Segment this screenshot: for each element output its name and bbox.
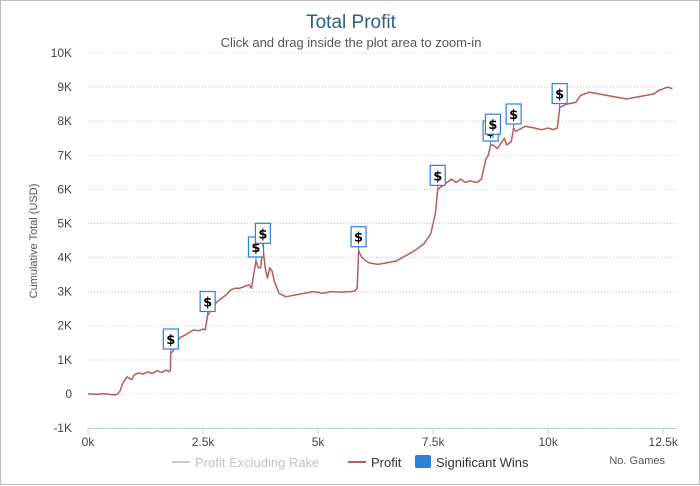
y-tick-label: 4K: [57, 251, 72, 265]
x-tick-label: 12.5k: [649, 435, 679, 449]
x-axis-title: No. Games: [609, 455, 665, 467]
significant-wins-layer: $$$$$$$$$$: [162, 82, 568, 353]
y-tick-label: 8K: [57, 114, 72, 128]
flag-label: $: [166, 333, 175, 348]
x-axis-ticks: 0k 2.5k 5k 7.5k 10k 12.5k: [82, 428, 679, 449]
significant-win-flag[interactable]: $: [505, 103, 522, 128]
flag-label: $: [488, 118, 497, 133]
y-tick-label: 1K: [57, 353, 72, 367]
y-tick-label: 3K: [57, 285, 72, 299]
significant-win-flag[interactable]: $: [254, 222, 271, 248]
flag-label: $: [433, 169, 442, 184]
series-layer: [87, 86, 673, 396]
flag-box: [505, 103, 522, 125]
x-tick-label: 10k: [538, 435, 558, 449]
legend-item-profit-excluding-rake[interactable]: Profit Excluding Rake: [172, 455, 319, 470]
grid-lines: [88, 52, 677, 429]
y-axis-title: Cumulative Total (USD): [28, 184, 40, 299]
flag-box: [429, 164, 446, 186]
y-tick-label: 5K: [57, 216, 72, 230]
legend-label-profit-excluding-rake: Profit Excluding Rake: [195, 455, 319, 470]
significant-win-flag[interactable]: $: [350, 226, 367, 251]
y-tick-label: 0: [65, 387, 72, 401]
legend-label-significant-wins: Significant Wins: [436, 455, 529, 470]
flag-label: $: [203, 296, 212, 311]
legend: Profit Excluding Rake Profit Significant…: [172, 455, 529, 470]
y-axis-ticks: -1K 0 1K 2K 3K 4K 5K 6K 7K 8K 9K 10K: [51, 46, 73, 435]
flag-box: [350, 226, 367, 248]
flag-label: $: [555, 88, 564, 103]
x-tick-label: 5k: [312, 435, 326, 449]
flag-label: $: [251, 241, 260, 256]
x-tick-label: 2.5k: [192, 435, 216, 449]
flag-label: $: [354, 231, 363, 246]
flag-box: [551, 82, 568, 105]
flag-box: [162, 328, 179, 350]
flag-label: $: [509, 108, 518, 123]
y-tick-label: 2K: [57, 319, 72, 333]
flag-box: [254, 222, 271, 244]
legend-item-significant-wins[interactable]: Significant Wins: [415, 455, 529, 470]
flag-label: $: [258, 227, 267, 242]
chart-title: Total Profit: [306, 12, 396, 33]
series-line-profit[interactable]: [87, 86, 673, 396]
significant-win-flag[interactable]: $: [551, 82, 568, 108]
y-tick-label: 10K: [51, 46, 72, 60]
significant-win-flag[interactable]: $: [484, 113, 502, 139]
legend-square-icon: [415, 455, 431, 468]
x-tick-label: 7.5k: [422, 435, 446, 449]
y-tick-label: -1K: [53, 421, 72, 435]
significant-win-flag[interactable]: $: [199, 290, 216, 316]
flag-box: [199, 290, 216, 313]
legend-label-profit: Profit: [371, 455, 402, 470]
x-tick-label: 0k: [82, 435, 96, 449]
significant-win-flag[interactable]: $: [429, 164, 446, 190]
legend-item-profit[interactable]: Profit: [348, 455, 402, 470]
y-tick-label: 6K: [57, 182, 72, 196]
chart-subtitle: Click and drag inside the plot area to z…: [221, 35, 482, 50]
y-tick-label: 9K: [57, 80, 72, 94]
flag-box: [484, 113, 502, 135]
significant-win-flag[interactable]: $: [162, 328, 179, 353]
y-tick-label: 7K: [57, 148, 72, 162]
